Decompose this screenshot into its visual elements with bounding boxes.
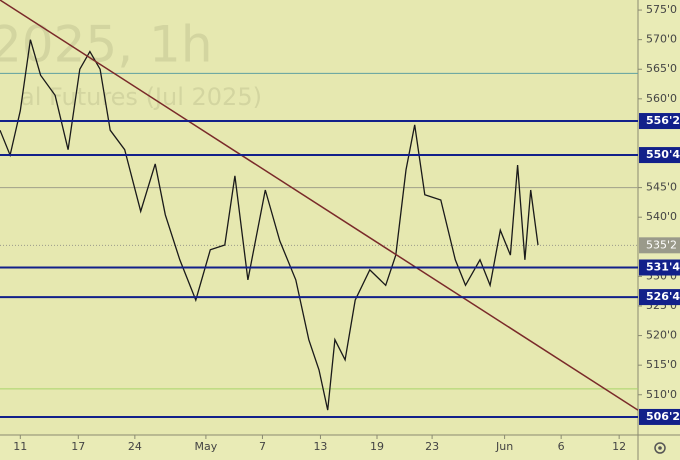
settings-icon[interactable] [654,442,666,454]
y-tick-label: 520'0 [646,329,677,342]
y-tick-label: 515'0 [646,358,677,371]
level-label-box [639,408,680,425]
settings-gear[interactable] [654,442,666,454]
plot-area [0,0,638,435]
x-tick-label: 24 [128,440,142,453]
last-price-box [639,237,680,254]
settings-gear-center[interactable] [658,446,662,450]
level-label: 531'4 [646,261,680,274]
x-tick-label: May [195,440,218,453]
watermark-subtitle: al Futures (Jul 2025) [20,83,262,111]
level-label: 550'4 [646,148,680,161]
price-line [0,39,539,411]
x-tick-label: 19 [370,440,384,453]
x-tick-label: 6 [558,440,565,453]
y-tick-label: 565'0 [646,62,677,75]
trend-line [0,0,639,411]
y-tick-label: 575'0 [646,3,677,16]
x-tick-label: 12 [612,440,626,453]
y-tick-label: 540'0 [646,210,677,223]
level-label-box [639,113,680,130]
level-label-box [639,259,680,276]
y-tick-label: 545'0 [646,181,677,194]
last-price-label: 535'2 [646,238,677,251]
level-label-box [639,289,680,306]
level-label: 506'2 [646,410,680,423]
y-tick-label: 560'0 [646,92,677,105]
y-tick-label: 510'0 [646,388,677,401]
level-label: 526'4 [646,290,680,303]
x-tick-label: Jun [495,440,513,453]
x-tick-label: 7 [259,440,266,453]
x-tick-label: 11 [13,440,27,453]
x-tick-label: 23 [425,440,439,453]
y-tick-label: 570'0 [646,33,677,46]
x-tick-label: 17 [71,440,85,453]
watermark: 2025, 1h [0,16,213,74]
level-label-box [639,147,680,164]
x-tick-label: 13 [313,440,327,453]
level-label: 556'2 [646,114,680,127]
